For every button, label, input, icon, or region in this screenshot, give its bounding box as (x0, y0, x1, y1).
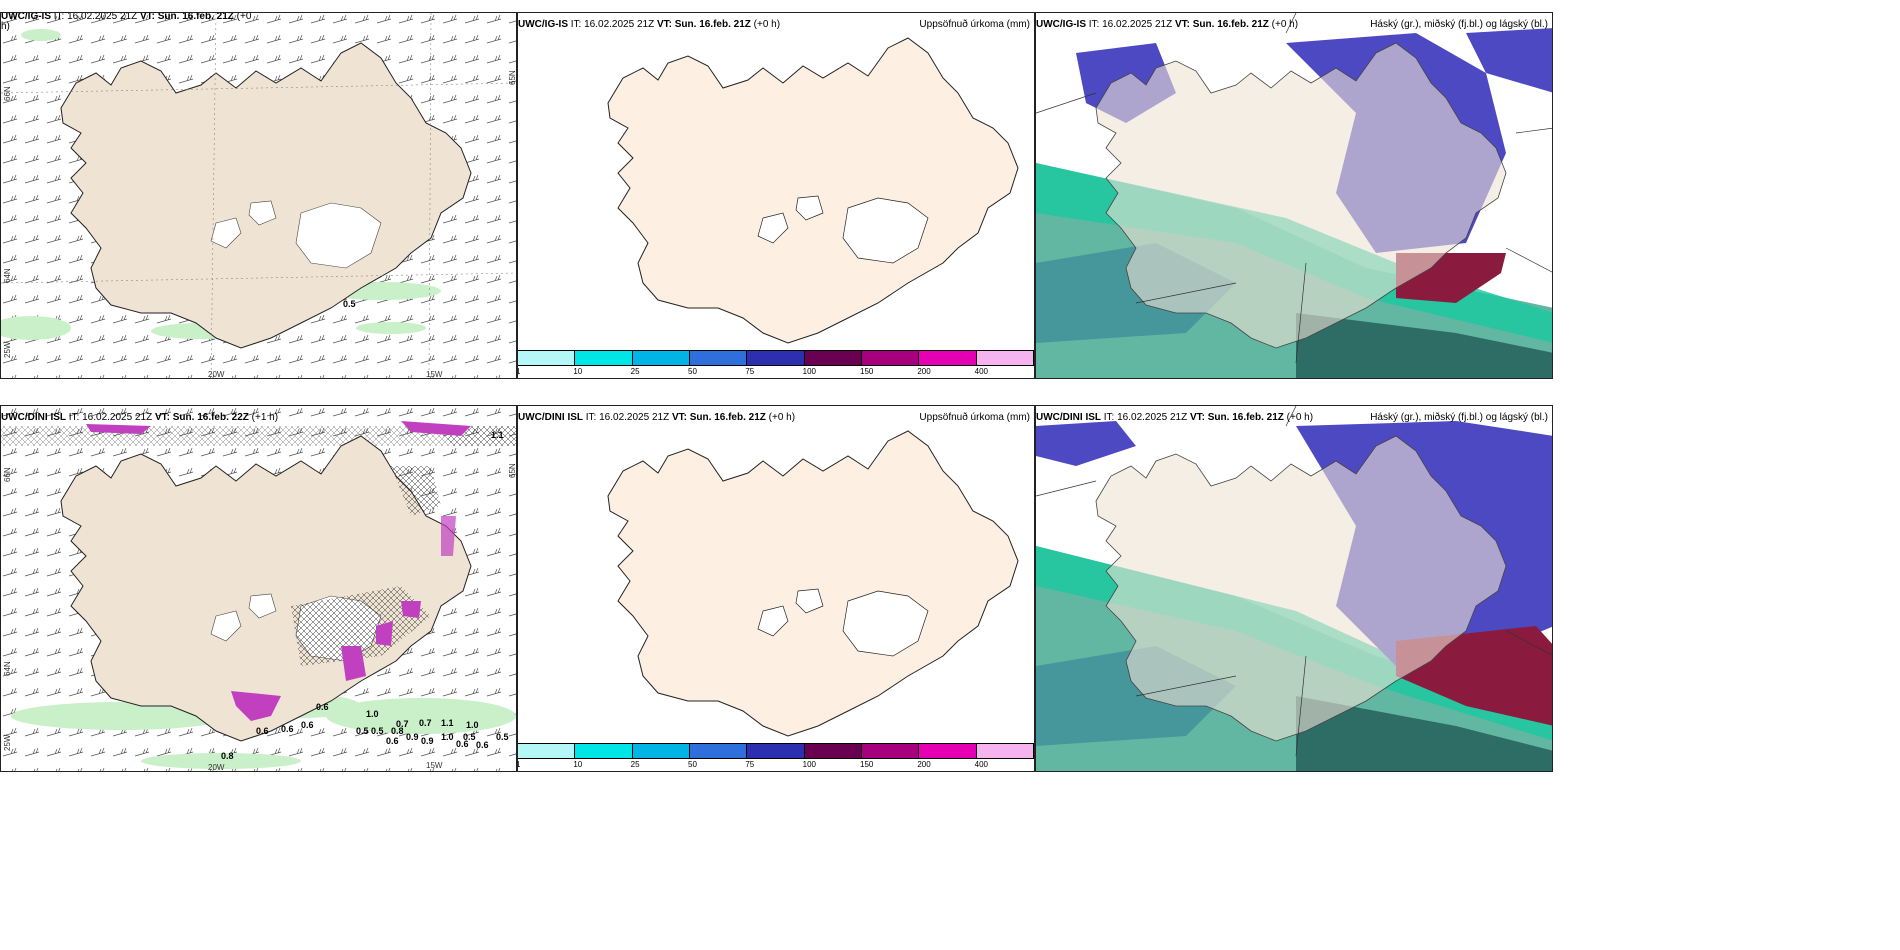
precip-colorbar: 1 10 25 50 75 100 150 200 400 (518, 743, 1034, 771)
cloud-map-svg (1036, 406, 1552, 771)
colorbar-tick-label: 200 (917, 760, 931, 769)
colorbar-segment (919, 744, 977, 758)
lat-label: 64N (3, 268, 12, 283)
contour-label: 0.7 (419, 718, 432, 728)
contour-label: 0.9 (406, 732, 419, 742)
colorbar-segment (861, 351, 920, 365)
lat-label: 66N (3, 86, 12, 101)
colorbar-segment (518, 744, 576, 758)
precip-colorbar: 1 10 25 50 75 100 150 200 400 (518, 350, 1034, 378)
lat-label: 65N (508, 463, 517, 478)
contour-label: 1.1 (491, 430, 504, 440)
colorbar-tick-label: 400 (974, 760, 989, 769)
lat-label: 66N (3, 467, 12, 482)
colorbar-tick-label: 50 (688, 367, 697, 376)
precip-map-svg (607, 37, 1019, 344)
colorbar-segment (575, 351, 633, 365)
colorbar-tick-label: 100 (802, 367, 817, 376)
lat-label: 65N (508, 70, 517, 85)
colorbar-tick-label: 50 (688, 760, 697, 769)
colorbar-segment (689, 744, 748, 758)
lat-label: 25W (3, 341, 12, 358)
contour-label: 0.5 (356, 726, 369, 736)
colorbar-segment (976, 351, 1034, 365)
colorbar-tick-label: 75 (745, 367, 755, 376)
lon-label: 15W (426, 761, 443, 770)
contour-label: 0.6 (476, 740, 489, 750)
colorbar-segment (632, 744, 690, 758)
contour-label: 0.5 (343, 299, 356, 309)
panel-variable-title: Háský (gr.), miðský (fj.bl.) og lágský (… (1370, 19, 1548, 30)
colorbar-tick-label: 10 (573, 367, 583, 376)
colorbar-tick-label: 1 (518, 760, 520, 769)
panel-title: UWC/DINI ISL IT: 16.02.2025 21Z VT: Sun.… (518, 412, 796, 423)
panel-title: UWC/IG-IS IT: 16.02.2025 21Z VT: Sun. 16… (518, 19, 781, 30)
lon-label: 20W (208, 763, 225, 772)
panel-title: UWC/IG-IS IT: 16.02.2025 21Z VT: Sun. 16… (1036, 19, 1299, 30)
colorbar-tick-label: 10 (573, 760, 583, 769)
contour-label: 0.9 (421, 736, 434, 746)
colorbar-segment (919, 351, 977, 365)
colorbar-tick-label: 75 (745, 760, 755, 769)
colorbar-segment (804, 744, 862, 758)
contour-label: 1.0 (366, 709, 379, 719)
contour-label: 0.5 (463, 732, 476, 742)
contour-label: 0.5 (496, 732, 509, 742)
colorbar-segment (575, 744, 633, 758)
wind-map-svg (1, 406, 516, 771)
panel-top-left-wind-map: UWC/IG-IS IT: 16.02.2025 21Z VT: Sun. 16… (0, 12, 517, 379)
colorbar-tick-label: 150 (860, 760, 874, 769)
colorbar-tick-label: 200 (917, 367, 931, 376)
precip-map-svg (607, 430, 1019, 737)
contour-label: 1.0 (466, 720, 479, 730)
panel-title: UWC/IG-IS IT: 16.02.2025 21Z VT: Sun. 16… (1, 12, 252, 22)
contour-label: 0.6 (301, 720, 314, 730)
colorbar-segment (747, 351, 805, 365)
contour-label: 0.6 (281, 724, 294, 734)
contour-label: 0.6 (386, 736, 399, 746)
colorbar-segment (861, 744, 920, 758)
colorbar-segment (632, 351, 690, 365)
colorbar-tick-label: 400 (974, 367, 989, 376)
panel-variable-title: Uppsöfnuð úrkoma (mm) (919, 412, 1030, 423)
panel-title: UWC/DINI ISL IT: 16.02.2025 21Z VT: Sun.… (1036, 412, 1314, 423)
contour-label: 0.8 (221, 751, 234, 761)
colorbar-tick-label: 100 (802, 760, 817, 769)
panel-top-mid-precip-map: UWC/IG-IS IT: 16.02.2025 21Z VT: Sun. 16… (517, 12, 1035, 379)
contour-label: 1.0 (441, 732, 454, 742)
panel-bot-left-wind-map: UWC/DINI ISL IT: 16.02.2025 21Z VT: Sun.… (0, 405, 517, 772)
lat-label: 25W (3, 734, 12, 751)
contour-label: 0.6 (456, 739, 469, 749)
colorbar-segment (976, 744, 1034, 758)
panel-bot-mid-precip-map: UWC/DINI ISL IT: 16.02.2025 21Z VT: Sun.… (517, 405, 1035, 772)
colorbar-segment (747, 744, 805, 758)
panel-variable-title: Uppsöfnuð úrkoma (mm) (919, 19, 1030, 30)
contour-label: 0.6 (256, 726, 269, 736)
colorbar-tick-label: 25 (630, 760, 640, 769)
cloud-map-svg (1036, 13, 1552, 378)
contour-label: 0.5 (371, 726, 384, 736)
contour-label: 0.7 (396, 719, 409, 729)
contour-label: 0.8 (391, 726, 404, 736)
contour-label: 1.1 (441, 718, 454, 728)
panel-title: UWC/DINI ISL IT: 16.02.2025 21Z VT: Sun.… (1, 412, 279, 423)
panel-variable-title: Háský (gr.), miðský (fj.bl.) og lágský (… (1370, 412, 1548, 423)
contour-label: 0.6 (316, 702, 329, 712)
colorbar-tick-label: 25 (630, 367, 640, 376)
colorbar-segment (689, 351, 748, 365)
panel-bot-right-cloud-map: UWC/DINI ISL IT: 16.02.2025 21Z VT: Sun.… (1035, 405, 1553, 772)
colorbar-tick-label: 1 (518, 367, 520, 376)
wind-map-svg (1, 13, 516, 378)
panel-title-cont: h) (1, 21, 10, 32)
lat-label: 64N (3, 661, 12, 676)
colorbar-segment (518, 351, 576, 365)
colorbar-tick-label: 150 (860, 367, 874, 376)
panel-top-right-cloud-map: UWC/IG-IS IT: 16.02.2025 21Z VT: Sun. 16… (1035, 12, 1553, 379)
colorbar-segment (804, 351, 862, 365)
lon-label: 15W (426, 370, 443, 379)
lon-label: 20W (208, 370, 225, 379)
